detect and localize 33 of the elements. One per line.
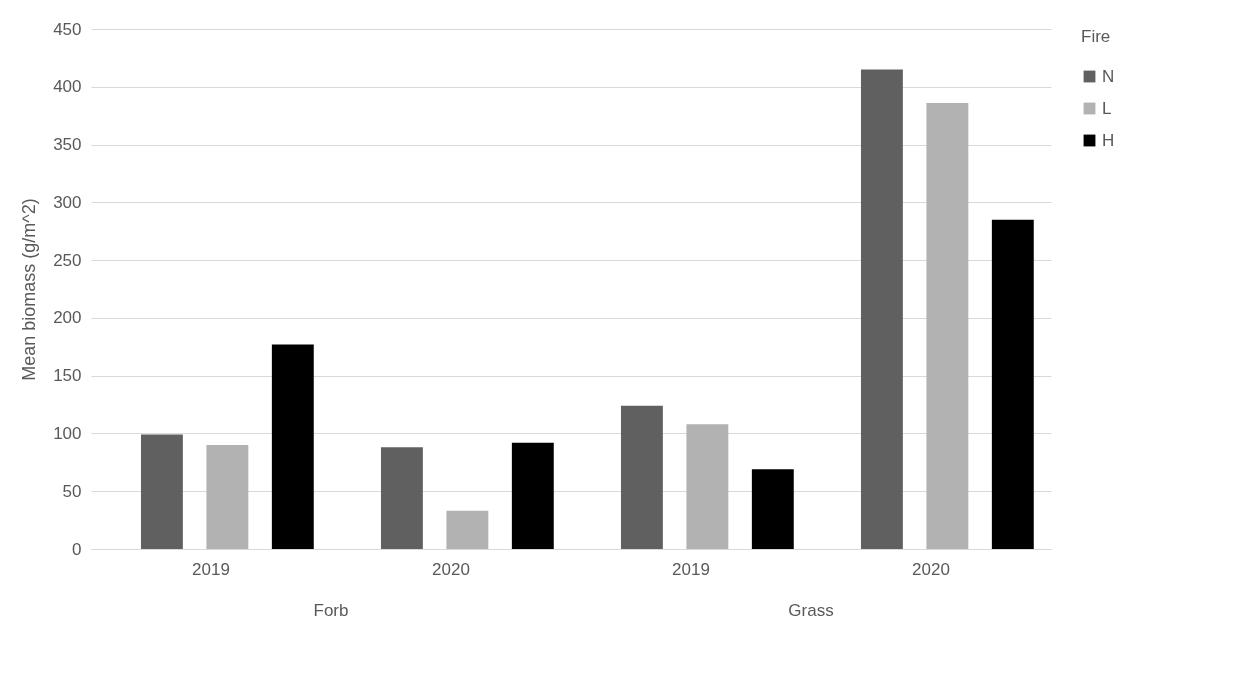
x-tick-label: 2020: [432, 559, 470, 579]
x-tick-label: 2019: [192, 559, 230, 579]
bar: [686, 424, 729, 549]
legend-label: N: [1102, 66, 1115, 86]
bar: [380, 447, 423, 549]
bar: [206, 445, 249, 549]
y-tick-label: 450: [53, 19, 82, 39]
y-tick-label: 150: [53, 366, 82, 386]
y-axis-title: Mean biomass (g/m^2): [19, 198, 40, 381]
bar: [140, 434, 183, 549]
legend-title: Fire: [1081, 27, 1111, 46]
y-tick-label: 350: [53, 135, 82, 155]
y-tick-label: 300: [53, 192, 82, 212]
bar: [860, 69, 903, 549]
y-tick-label: 0: [72, 539, 82, 559]
bar: [751, 469, 794, 549]
y-tick-label: 200: [53, 308, 82, 328]
bar: [446, 510, 489, 549]
text: Forb: [313, 601, 349, 620]
y-tick-label: 250: [53, 250, 82, 270]
bar: [620, 405, 663, 549]
y-tick-label: 100: [53, 423, 82, 443]
legend-label: H: [1102, 130, 1115, 150]
x-tick-label: 2019: [672, 559, 710, 579]
bar: [511, 442, 554, 549]
y-tick-label: 50: [62, 481, 82, 501]
y-tick-label: 400: [53, 77, 82, 97]
bar: [271, 344, 314, 549]
x-tick-label: 2020: [912, 559, 950, 579]
legend-label: L: [1102, 98, 1112, 118]
bar: [991, 219, 1034, 549]
bar: [926, 102, 969, 549]
text: Grass: [788, 601, 834, 620]
